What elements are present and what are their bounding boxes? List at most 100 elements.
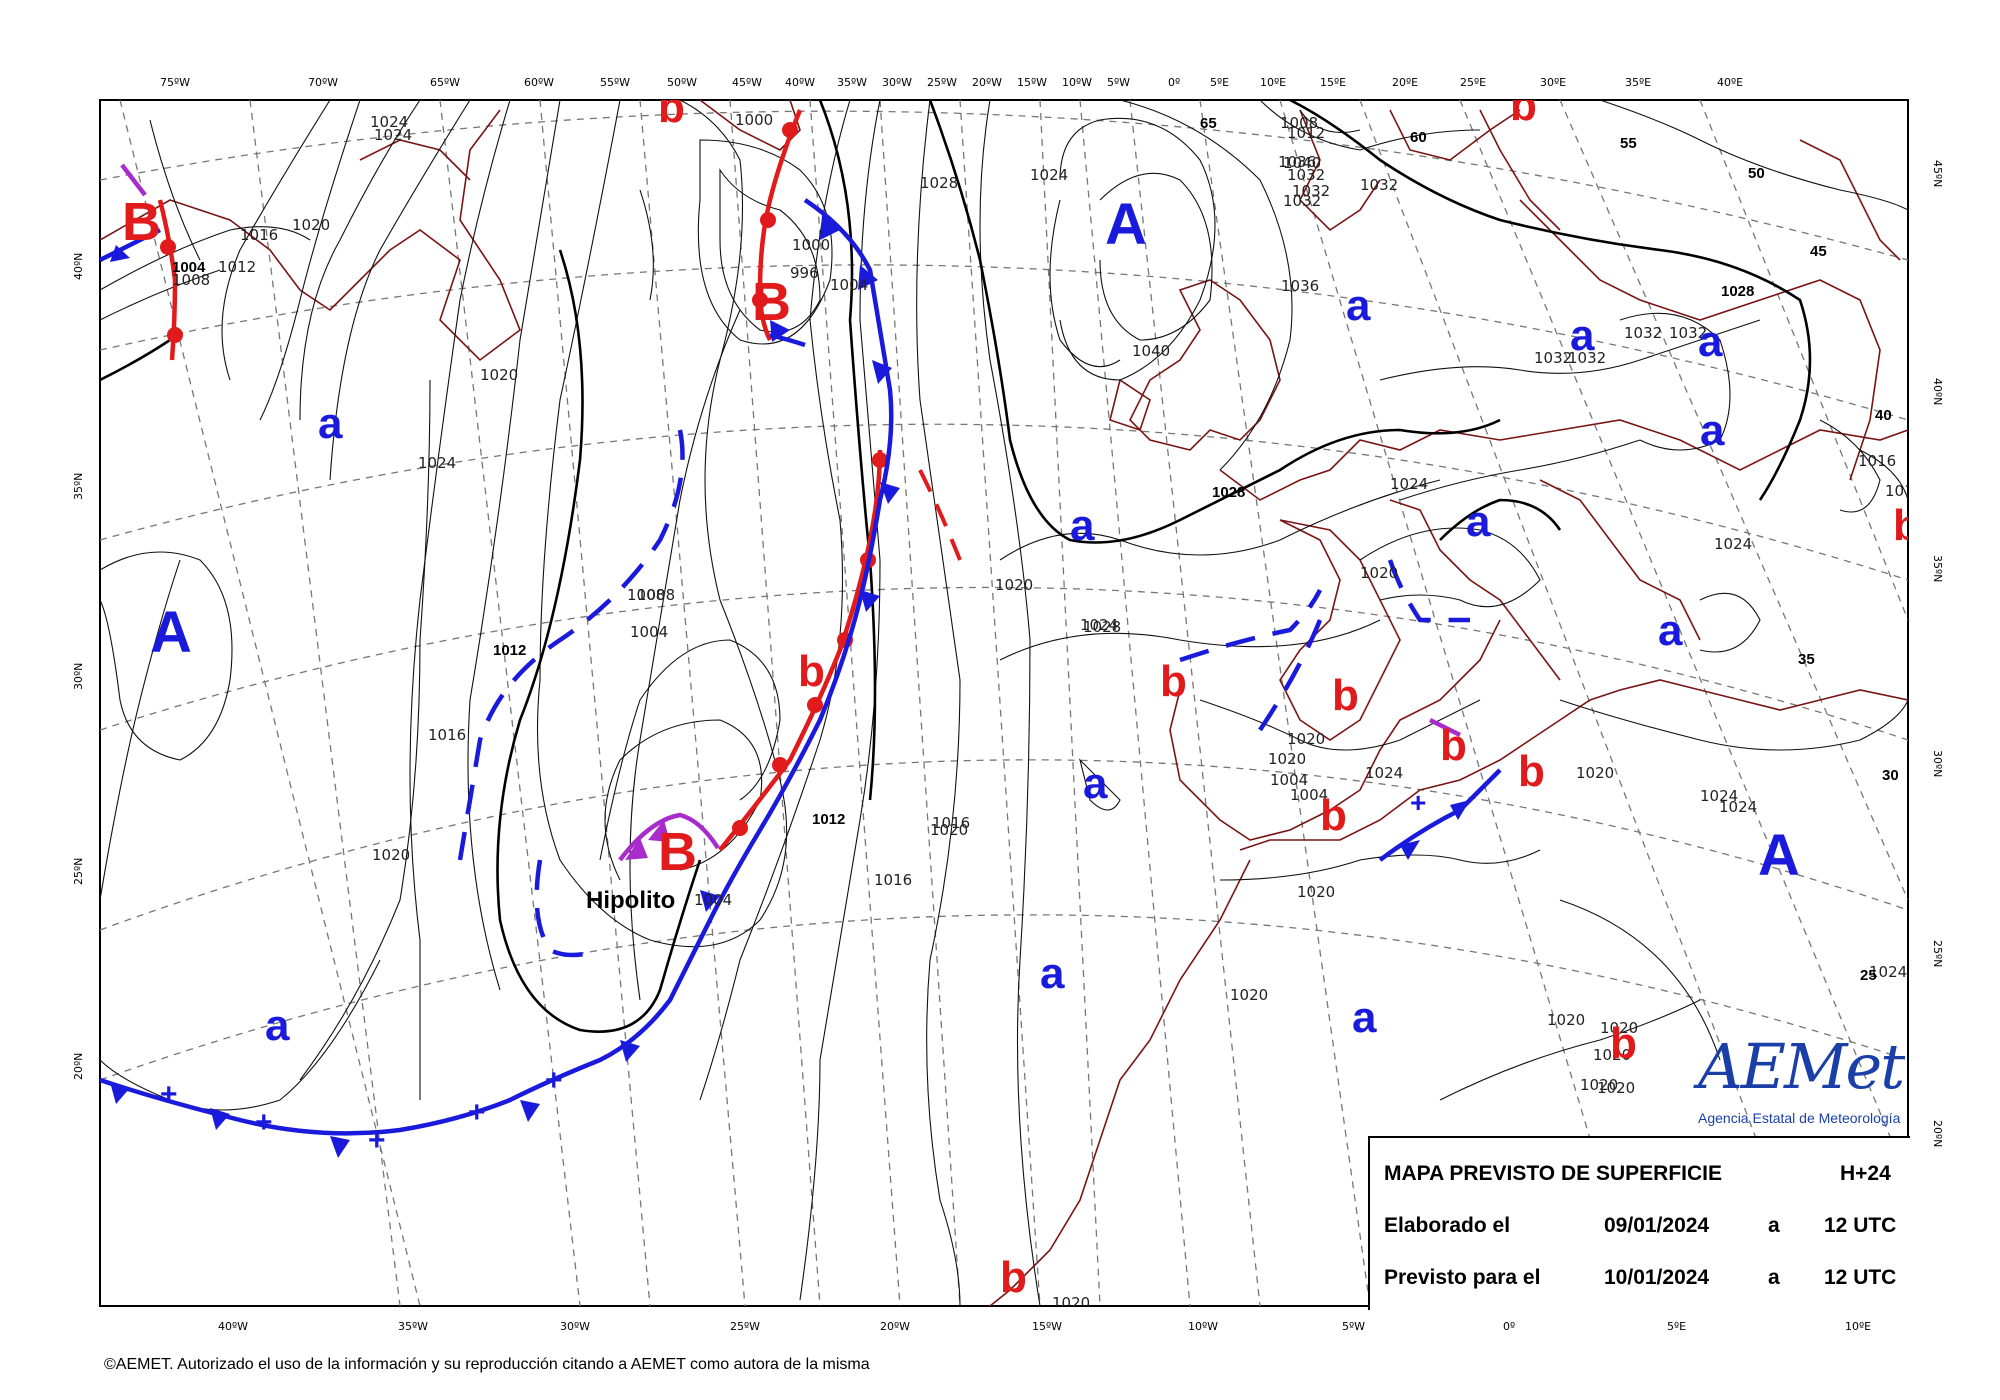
outer-isobar-number: 55	[1620, 135, 1637, 152]
warm-fronts	[157, 109, 888, 852]
top-lon-label: 0º	[1168, 76, 1180, 89]
isobar-label: 1032	[1624, 324, 1662, 342]
high-center-a: a	[1083, 759, 1108, 808]
isobar-label: 1028	[920, 174, 958, 192]
isobars-thin	[100, 100, 1908, 1306]
isobar-label: 1024	[374, 126, 412, 144]
top-lon-label: 10ºW	[1062, 76, 1092, 89]
bottom-lon-label: 40ºW	[218, 1320, 248, 1333]
high-center-a: a	[265, 1001, 290, 1050]
low-center-b: b	[1510, 81, 1537, 130]
isobar-label: 1004	[830, 276, 868, 294]
isobar-label: 1040	[1283, 154, 1321, 172]
low-center-B: B	[122, 192, 161, 252]
isobar-label: 1008	[1280, 114, 1318, 132]
bottom-lon-label: 20ºW	[880, 1320, 910, 1333]
isobar-label: 1016	[1858, 452, 1896, 470]
outer-isobar-number: 35	[1798, 651, 1815, 668]
left-lat-label: 35ºN	[72, 473, 85, 500]
logo-wordmark: AEMet	[1698, 1030, 1905, 1103]
isobar-label: 1016	[1248, 1333, 1286, 1351]
issued-a: a	[1768, 1214, 1780, 1237]
svg-text:+: +	[468, 1096, 486, 1129]
top-lon-label: 55ºW	[600, 76, 630, 89]
bottom-lon-label: 10ºW	[1188, 1320, 1218, 1333]
isobar-label: 1024	[418, 454, 456, 472]
svg-text:+: +	[160, 1078, 178, 1111]
isobar-label: 1012	[1287, 124, 1325, 142]
high-center-a: a	[1352, 993, 1377, 1042]
isobar-label: 1004	[694, 891, 732, 909]
top-lon-label: 15ºE	[1320, 76, 1346, 89]
isobar-label: 1012	[812, 811, 845, 828]
svg-text:+: +	[255, 1106, 273, 1139]
right-lat-label: 30ºN	[1931, 750, 1944, 777]
low-center-b: b	[1893, 501, 1920, 550]
top-lon-label: 40ºE	[1717, 76, 1743, 89]
outer-isobar-numbers: 65 60 55 50 45 40 35 30 25	[1200, 115, 1899, 984]
bottom-lon-label: 30ºW	[560, 1320, 590, 1333]
low-center-b: b	[1610, 1019, 1637, 1068]
isobar-label: 1016	[240, 226, 278, 244]
isobar-label: 1024	[1080, 616, 1118, 634]
right-lat-label: 35ºN	[1931, 555, 1944, 582]
isobar-label: 1024	[1869, 963, 1907, 981]
isobar-label: 1016	[932, 814, 970, 832]
legend-title: MAPA PREVISTO DE SUPERFICIE	[1384, 1162, 1722, 1185]
top-longitude-labels: 75ºW 70ºW 65ºW 60ºW 55ºW 50ºW 45ºW 40ºW 35ºW 30ºW…	[160, 76, 1743, 89]
left-latitude-labels: 40ºN 35ºN 30ºN 25ºN 20ºN	[72, 253, 85, 1080]
isobar-label: 1020	[995, 576, 1033, 594]
svg-text:+: +	[545, 1064, 563, 1097]
svg-text:+: +	[1410, 787, 1426, 818]
legend-lead: H+24	[1840, 1162, 1891, 1185]
isobar-label: 1020	[372, 846, 410, 864]
isobar-label: 1028	[1083, 618, 1121, 636]
left-lat-label: 20ºN	[72, 1053, 85, 1080]
left-lat-label: 40ºN	[72, 253, 85, 280]
isobar-label: 1008	[172, 271, 210, 289]
aemet-logo: AEMet Agencia Estatal de Meteorología	[1680, 1030, 1910, 1140]
right-lat-label: 25ºN	[1931, 940, 1944, 967]
high-center-a: a	[1346, 281, 1371, 330]
legend-box: MAPA PREVISTO DE SUPERFICIE H+24 Elabora…	[1368, 1136, 1910, 1310]
top-lon-label: 5ºW	[1107, 76, 1130, 89]
low-center-b: b	[1320, 791, 1347, 840]
valid-label: Previsto para el	[1384, 1266, 1541, 1289]
isobar-label: 1020	[1600, 1019, 1638, 1037]
isobar-label: 1012	[218, 258, 256, 276]
low-center-b: b	[1518, 747, 1545, 796]
left-lat-label: 25ºN	[72, 858, 85, 885]
bottom-lon-label: 35ºW	[398, 1320, 428, 1333]
top-lon-label: 75ºW	[160, 76, 190, 89]
isobar-label: 1000	[735, 111, 773, 129]
isobar-label: 1020	[1297, 883, 1335, 901]
isobar-label: 1024	[1719, 798, 1757, 816]
outer-isobar-number: 45	[1810, 243, 1827, 260]
top-lon-label: 20ºE	[1392, 76, 1418, 89]
isobar-label: 1020	[1268, 750, 1306, 768]
outer-isobar-number: 60	[1410, 129, 1427, 146]
high-center-a: a	[1040, 949, 1065, 998]
outer-isobar-number: 65	[1200, 115, 1217, 132]
right-latitude-labels: 45ºN 40ºN 35ºN 30ºN 25ºN 20ºN	[1931, 160, 1944, 1147]
left-lat-label: 30ºN	[72, 663, 85, 690]
bottom-lon-label: 10ºE	[1845, 1320, 1871, 1333]
high-center-A: A	[1105, 192, 1147, 257]
isobar-label: 996	[790, 264, 819, 282]
top-lon-label: 40ºW	[785, 76, 815, 89]
occlusions	[120, 163, 1462, 862]
top-lon-label: 25ºE	[1460, 76, 1486, 89]
high-center-a: a	[1466, 497, 1491, 546]
svg-text:+: +	[368, 1124, 386, 1157]
isobar-label: 1020	[1597, 1079, 1635, 1097]
bottom-lon-label: 5ºW	[1342, 1320, 1365, 1333]
top-lon-label: 10ºE	[1260, 76, 1286, 89]
isobar-label: 1024	[1714, 535, 1752, 553]
high-center-a: a	[1700, 406, 1725, 455]
low-center-b: b	[1160, 657, 1187, 706]
bottom-lon-label: 5ºE	[1667, 1320, 1686, 1333]
top-lon-label: 5ºE	[1210, 76, 1229, 89]
top-lon-label: 50ºW	[667, 76, 697, 89]
isobar-label: 1036	[1281, 277, 1319, 295]
